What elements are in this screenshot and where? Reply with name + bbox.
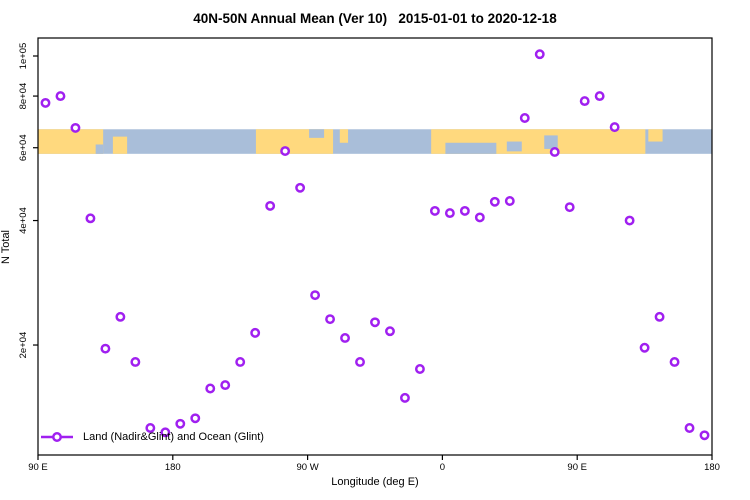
data-point xyxy=(549,147,560,157)
data-point xyxy=(190,413,201,424)
data-point xyxy=(459,205,470,216)
x-tick-label: 90 W xyxy=(297,462,319,473)
data-point xyxy=(385,326,395,337)
data-point xyxy=(414,364,425,374)
ocean-patch xyxy=(544,135,558,149)
chart-title: 40N-50N Annual Mean (Ver 10) 2015-01-01 … xyxy=(193,11,557,26)
data-point xyxy=(160,427,171,438)
legend: Land (Nadir&Glint) and Ocean (Glint) xyxy=(40,429,264,445)
ocean-patch xyxy=(309,129,325,138)
data-point xyxy=(579,96,590,107)
data-point xyxy=(654,311,665,322)
data-point xyxy=(594,91,605,102)
plot-border xyxy=(37,37,713,456)
land-segment xyxy=(38,129,104,154)
data-point xyxy=(684,423,695,433)
x-tick-label: 90 E xyxy=(567,462,587,473)
land-segment xyxy=(339,129,349,143)
data-point xyxy=(444,208,455,219)
y-tick-label: 8e+04 xyxy=(18,83,29,110)
x-tick-label: 180 xyxy=(704,462,720,473)
data-point xyxy=(474,212,485,223)
y-tick-label: 2e+04 xyxy=(18,332,29,359)
data-point xyxy=(145,423,156,433)
y-tick-label: 6e+04 xyxy=(18,134,29,161)
data-point xyxy=(70,122,81,133)
data-point xyxy=(534,49,545,60)
data-point xyxy=(250,327,261,338)
data-point xyxy=(699,430,710,441)
data-point xyxy=(669,357,680,367)
x-tick-label: 90 E xyxy=(28,462,48,473)
legend-circle-icon xyxy=(52,432,62,442)
data-point xyxy=(205,383,216,394)
y-tick-label: 4e+04 xyxy=(18,207,29,234)
legend-marker-icon xyxy=(41,432,73,442)
land-segment xyxy=(112,136,128,154)
data-point xyxy=(235,357,246,367)
y-axis-label: N Total xyxy=(0,229,12,265)
data-point xyxy=(40,97,51,108)
data-point xyxy=(175,418,186,429)
data-point xyxy=(519,113,530,123)
data-point xyxy=(489,196,500,207)
data-point xyxy=(624,215,635,226)
data-point xyxy=(115,311,126,322)
legend-label: Land (Nadir&Glint) and Ocean (Glint) xyxy=(83,431,264,443)
data-point xyxy=(504,196,515,206)
data-point xyxy=(609,122,620,133)
data-point xyxy=(310,290,321,301)
data-point xyxy=(340,333,350,343)
ocean-patch xyxy=(445,142,497,154)
data-point xyxy=(639,342,650,353)
data-point xyxy=(265,200,276,211)
data-point xyxy=(400,392,410,403)
ocean-patch xyxy=(95,144,104,154)
y-tick-label: 1e+05 xyxy=(18,43,29,70)
data-point xyxy=(564,202,575,213)
x-axis-label: Longitude (deg E) xyxy=(331,476,419,488)
x-tick-label: 180 xyxy=(165,462,181,473)
land-segment xyxy=(648,129,663,142)
data-point xyxy=(325,314,336,325)
x-tick-label: 0 xyxy=(440,462,445,473)
data-point xyxy=(355,357,365,367)
ocean-patch xyxy=(506,141,522,152)
data-point xyxy=(85,213,96,224)
data-point xyxy=(130,357,141,367)
data-point xyxy=(220,380,231,391)
data-point xyxy=(429,205,440,216)
data-point xyxy=(280,146,291,157)
data-point xyxy=(370,317,380,328)
data-point xyxy=(100,343,111,354)
data-point xyxy=(295,182,306,193)
data-point xyxy=(55,91,66,102)
